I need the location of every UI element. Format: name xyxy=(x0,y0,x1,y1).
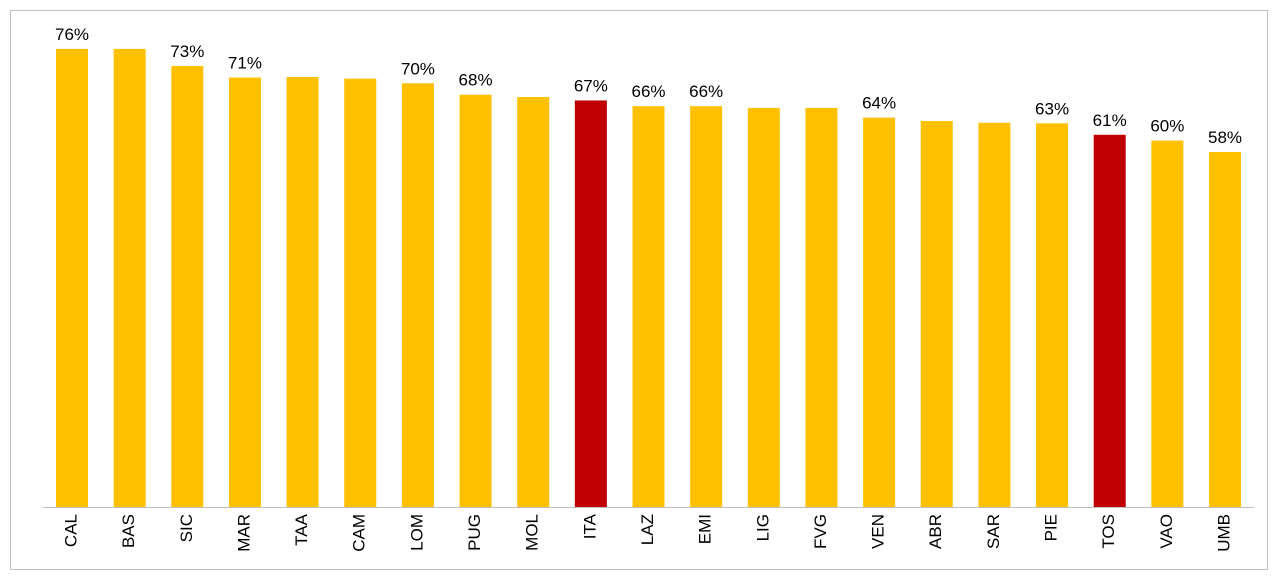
x-tick-label: FVG xyxy=(811,514,830,549)
bar xyxy=(863,117,896,507)
data-label: 61% xyxy=(1093,111,1127,130)
data-label: 58% xyxy=(1208,128,1242,147)
x-tick-label: MOL xyxy=(523,514,542,551)
x-tick-label: UMB xyxy=(1214,514,1233,552)
x-tick-label: MAR xyxy=(234,514,253,552)
x-tick-label: TAA xyxy=(292,513,311,545)
x-tick-label: ABR xyxy=(926,514,945,549)
x-tick-label: ITA xyxy=(580,513,599,539)
bar xyxy=(747,107,780,507)
bar xyxy=(1093,134,1126,507)
bar xyxy=(920,121,953,507)
bar xyxy=(805,107,838,507)
bar xyxy=(113,48,146,507)
x-tick-label: SAR xyxy=(984,514,1003,549)
bar xyxy=(1151,140,1184,507)
x-tick-label: SIC xyxy=(177,514,196,542)
x-tick-label: LIG xyxy=(753,514,772,541)
bar xyxy=(978,122,1011,508)
bar xyxy=(56,48,88,507)
data-label: 64% xyxy=(862,94,896,113)
bar xyxy=(632,106,665,507)
data-label: 63% xyxy=(1035,99,1069,118)
data-label: 60% xyxy=(1150,117,1184,136)
bar xyxy=(459,94,492,508)
data-label: 70% xyxy=(401,59,435,78)
bar xyxy=(690,106,723,507)
x-tick-label: TOS xyxy=(1099,514,1118,549)
data-label: 71% xyxy=(228,54,262,73)
bar xyxy=(401,83,434,508)
data-label: 73% xyxy=(170,42,204,61)
bar xyxy=(344,78,377,507)
x-tick-label: LOM xyxy=(407,514,426,551)
data-label: 67% xyxy=(574,76,608,95)
x-tick-label: PIE xyxy=(1042,514,1061,541)
bar xyxy=(574,100,607,507)
x-tick-label: BAS xyxy=(119,514,138,548)
x-tick-label: LAZ xyxy=(638,514,657,545)
x-tick-label: CAM xyxy=(350,514,369,552)
data-label: 66% xyxy=(631,82,665,101)
x-tick-label: VAO xyxy=(1157,514,1176,549)
data-label: 68% xyxy=(459,71,493,90)
x-tick-label: EMI xyxy=(696,514,715,544)
bar xyxy=(228,77,261,507)
x-tick-label: VEN xyxy=(869,514,888,549)
bar xyxy=(517,97,550,507)
bar xyxy=(1209,151,1241,508)
x-tick-label: CAL xyxy=(61,514,80,547)
bar xyxy=(171,66,204,507)
bar xyxy=(286,76,319,507)
data-label: 76% xyxy=(55,25,89,44)
x-tick-label: PUG xyxy=(465,514,484,551)
bar xyxy=(1036,123,1069,508)
data-label: 66% xyxy=(689,82,723,101)
